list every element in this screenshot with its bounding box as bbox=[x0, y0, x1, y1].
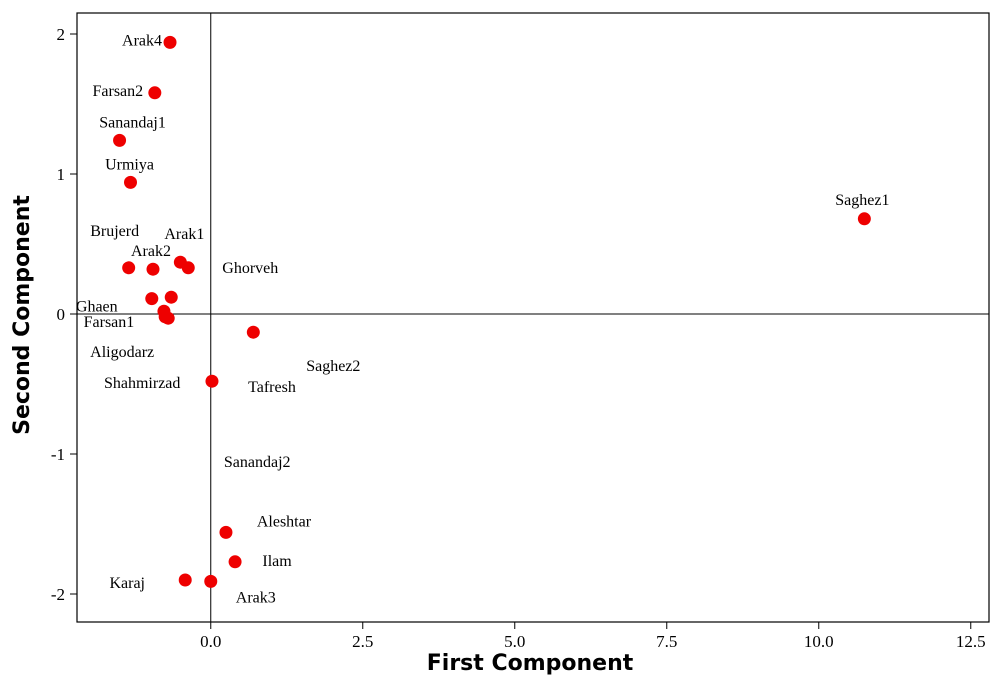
data-point bbox=[146, 262, 160, 276]
data-point bbox=[246, 325, 260, 339]
point-label: Farsan2 bbox=[92, 83, 143, 100]
data-point bbox=[113, 133, 127, 147]
data-point bbox=[178, 573, 192, 587]
point-label: Ilam bbox=[262, 553, 292, 570]
x-tick-label: 7.5 bbox=[656, 632, 677, 651]
x-tick-label: 5.0 bbox=[504, 632, 525, 651]
data-point bbox=[204, 574, 218, 588]
x-tick-label: 12.5 bbox=[956, 632, 986, 651]
data-point bbox=[857, 212, 871, 226]
y-tick-label: 2 bbox=[57, 25, 66, 44]
data-point bbox=[145, 292, 159, 306]
y-tick-label: -1 bbox=[51, 445, 65, 464]
x-axis-title: First Component bbox=[427, 651, 634, 675]
data-point bbox=[148, 86, 162, 100]
data-point bbox=[181, 261, 195, 275]
point-label: Shahmirzad bbox=[104, 375, 180, 392]
x-tick-label: 2.5 bbox=[352, 632, 373, 651]
data-point bbox=[205, 374, 219, 388]
point-label: Tafresh bbox=[248, 379, 296, 396]
y-tick-label: -2 bbox=[51, 585, 65, 604]
data-point bbox=[163, 35, 177, 49]
point-label: Saghez1 bbox=[835, 192, 889, 209]
point-label: Aleshtar bbox=[257, 513, 312, 530]
data-point bbox=[164, 290, 178, 304]
point-label: Arak4 bbox=[122, 32, 162, 49]
point-label: Sanandaj2 bbox=[224, 454, 291, 471]
point-label: Saghez2 bbox=[306, 358, 360, 375]
data-point bbox=[161, 311, 175, 325]
point-label: Karaj bbox=[109, 575, 145, 592]
point-label: Ghaen bbox=[76, 299, 118, 316]
point-label: Brujerd bbox=[90, 223, 139, 240]
data-point bbox=[219, 525, 233, 539]
x-tick-label: 10.0 bbox=[804, 632, 834, 651]
point-label: Arak2 bbox=[131, 243, 171, 260]
point-label: Sanandaj1 bbox=[99, 114, 166, 131]
data-point bbox=[122, 261, 136, 275]
plot-frame bbox=[76, 12, 990, 623]
data-point bbox=[124, 175, 138, 189]
point-label: Arak3 bbox=[236, 589, 276, 606]
x-tick-label: 0.0 bbox=[200, 632, 221, 651]
point-label: Farsan1 bbox=[84, 314, 135, 331]
point-label: Ghorveh bbox=[222, 260, 278, 277]
y-axis-title: Second Component bbox=[10, 195, 35, 435]
point-label: Urmiya bbox=[105, 156, 154, 173]
point-label: Arak1 bbox=[164, 226, 204, 243]
y-tick-label: 0 bbox=[57, 305, 66, 324]
data-point bbox=[228, 555, 242, 569]
point-label: Aligodarz bbox=[90, 344, 154, 361]
y-tick-label: 1 bbox=[57, 165, 66, 184]
